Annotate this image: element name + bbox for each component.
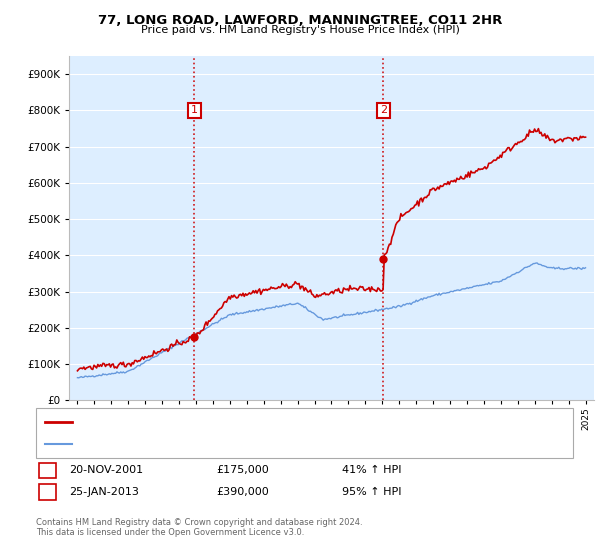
Text: 1: 1 xyxy=(44,465,51,475)
Text: 2: 2 xyxy=(380,105,387,115)
Text: 20-NOV-2001: 20-NOV-2001 xyxy=(69,465,143,475)
Text: £175,000: £175,000 xyxy=(216,465,269,475)
Text: HPI: Average price, detached house, Tendring: HPI: Average price, detached house, Tend… xyxy=(78,439,316,449)
Text: 1: 1 xyxy=(191,105,198,115)
Text: 25-JAN-2013: 25-JAN-2013 xyxy=(69,487,139,497)
Text: 2: 2 xyxy=(44,487,51,497)
Text: Price paid vs. HM Land Registry's House Price Index (HPI): Price paid vs. HM Land Registry's House … xyxy=(140,25,460,35)
Text: 95% ↑ HPI: 95% ↑ HPI xyxy=(342,487,401,497)
Text: 77, LONG ROAD, LAWFORD, MANNINGTREE, CO11 2HR: 77, LONG ROAD, LAWFORD, MANNINGTREE, CO1… xyxy=(98,14,502,27)
Text: £390,000: £390,000 xyxy=(216,487,269,497)
Text: Contains HM Land Registry data © Crown copyright and database right 2024.
This d: Contains HM Land Registry data © Crown c… xyxy=(36,518,362,538)
Text: 41% ↑ HPI: 41% ↑ HPI xyxy=(342,465,401,475)
Text: 77, LONG ROAD, LAWFORD, MANNINGTREE, CO11 2HR (detached house): 77, LONG ROAD, LAWFORD, MANNINGTREE, CO1… xyxy=(78,417,458,427)
